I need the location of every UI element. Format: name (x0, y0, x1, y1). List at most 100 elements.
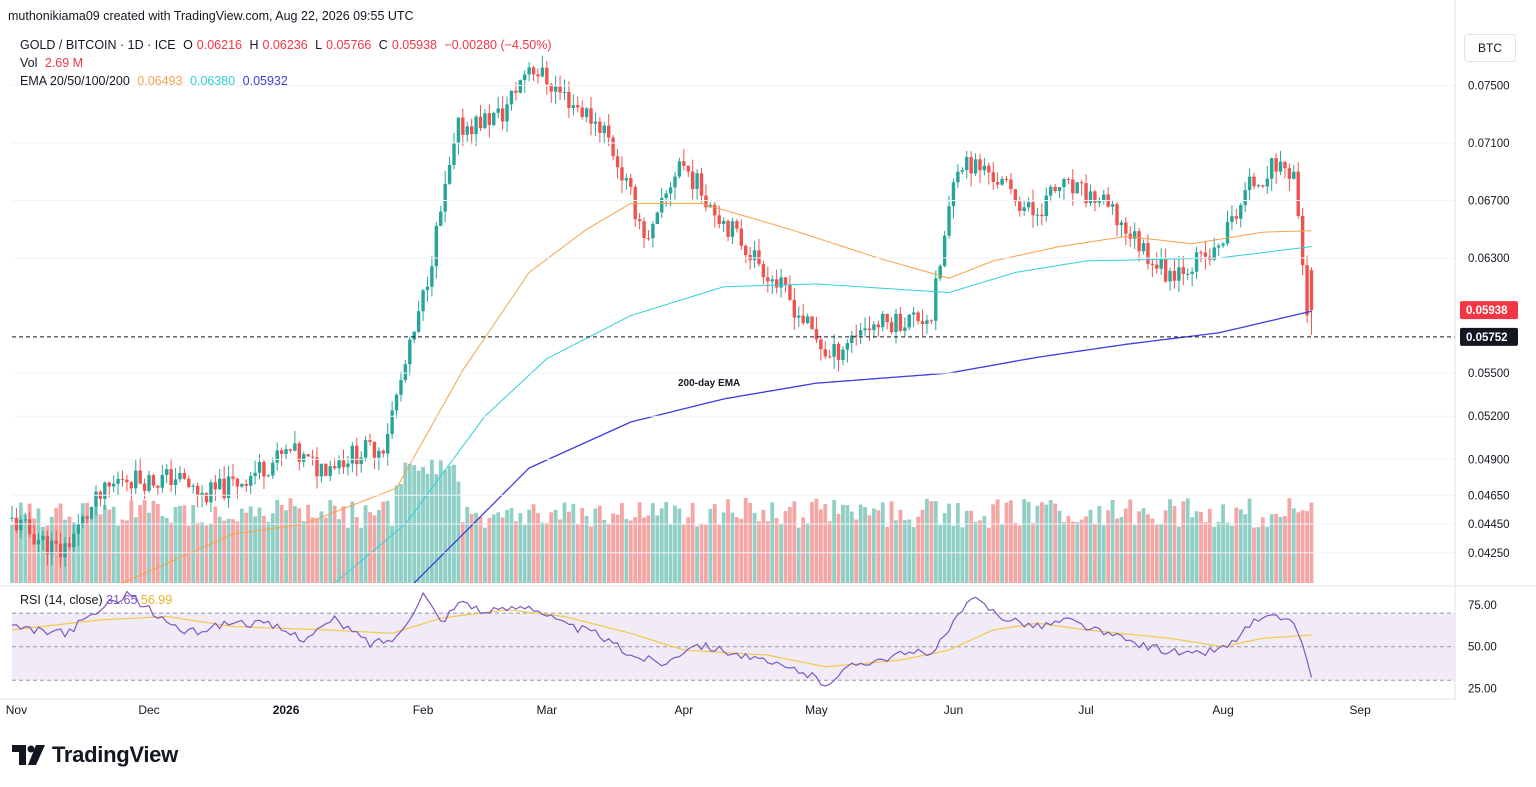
candle-body (828, 356, 832, 358)
candle-body (682, 161, 686, 166)
candle-body (94, 491, 98, 507)
x-tick-label: Sep (1349, 703, 1371, 717)
high-label: H (249, 38, 259, 52)
volume-bar (421, 466, 425, 583)
candle-body (337, 460, 341, 469)
ema-label[interactable]: EMA 20/50/100/200 (20, 74, 130, 88)
candle-body (63, 543, 67, 558)
volume-bar (226, 518, 231, 583)
candle-body (1066, 179, 1071, 181)
volume-bar (942, 513, 947, 583)
candle-body (81, 516, 85, 524)
candle-body (160, 474, 164, 488)
volume-bar (553, 509, 558, 583)
volume-bar (350, 501, 355, 583)
volume-bar (1168, 499, 1172, 583)
candle-body (1049, 186, 1053, 196)
symbol-name[interactable]: GOLD / BITCOIN · 1D · ICE (20, 38, 176, 52)
candle-body (1278, 161, 1283, 172)
candle-body (297, 443, 301, 462)
rsi-label[interactable]: RSI (14, close) (20, 593, 103, 607)
candle-body (1115, 204, 1119, 226)
volume-bar (18, 502, 23, 583)
candle-body (637, 219, 642, 222)
candle-body (549, 84, 553, 92)
volume-bar (509, 508, 514, 583)
candle-body (607, 125, 611, 138)
volume-bar (1283, 516, 1287, 583)
candle-body (947, 206, 951, 236)
volume-bar (23, 514, 28, 583)
candle-body (907, 314, 911, 328)
candle-body (178, 472, 182, 480)
candle-body (690, 171, 695, 190)
candle-body (730, 221, 735, 237)
ema-50-value: 0.06493 (137, 74, 183, 88)
candle-body (72, 533, 76, 548)
volume-bar (1132, 525, 1137, 583)
candle-body (576, 105, 580, 108)
volume-bar (1260, 517, 1265, 583)
change-value: −0.00280 (−4.50%) (444, 38, 552, 52)
volume-bar (1066, 516, 1071, 583)
candle-body (324, 463, 328, 476)
volume-bar (14, 518, 19, 583)
y-tick-label: 0.07100 (1468, 138, 1510, 150)
volume-bar (359, 527, 364, 583)
candle-body (1004, 178, 1009, 180)
candle-body (664, 193, 668, 198)
x-tick-label: Jun (944, 703, 963, 717)
volume-bar (593, 508, 598, 583)
volume-bar (315, 518, 319, 583)
candle-body (319, 463, 324, 477)
volume-bar (814, 498, 819, 583)
candle-body (54, 540, 58, 544)
volume-bar (1154, 524, 1159, 583)
candles (10, 55, 1314, 568)
volume-bar (567, 511, 571, 583)
volume-bar (248, 506, 253, 583)
currency-button[interactable]: BTC (1464, 34, 1516, 62)
volume-bar (880, 502, 885, 583)
x-tick-label: Jul (1078, 703, 1093, 717)
candle-body (823, 349, 827, 357)
volume-bar (549, 512, 554, 583)
volume-bar (478, 516, 483, 583)
volume-bar (597, 505, 602, 583)
candle-body (845, 343, 850, 350)
volume-bar (235, 521, 240, 583)
candle-body (165, 469, 169, 475)
volume-bar (708, 508, 713, 583)
candle-body (523, 74, 527, 81)
volume-bar (695, 526, 699, 583)
volume-bar (646, 515, 651, 583)
volume-bar (416, 470, 421, 583)
volume-bar (872, 508, 876, 583)
y-tick-label: 0.05500 (1468, 368, 1510, 380)
candle-body (1026, 202, 1031, 208)
candle-body (1287, 168, 1292, 179)
tradingview-logo[interactable]: TradingView (12, 742, 178, 768)
candle-body (1168, 270, 1172, 282)
volume-label[interactable]: Vol (20, 56, 38, 70)
candle-body (222, 478, 226, 499)
candle-body (1221, 243, 1225, 246)
candle-body (1075, 182, 1079, 194)
x-tick-label: Mar (536, 703, 557, 717)
rsi-tick-label: 50.00 (1468, 642, 1497, 654)
volume-bar (469, 514, 474, 583)
candle-body (1256, 185, 1261, 187)
candle-body (779, 277, 783, 288)
volume-bar (836, 513, 841, 583)
volume-bar (465, 506, 470, 583)
volume-bar (562, 502, 567, 583)
volume-bar (1163, 510, 1168, 583)
candle-body (390, 410, 394, 435)
ema-100-value: 0.06380 (189, 74, 236, 88)
volume-bar (160, 515, 165, 583)
y-tick-label: 0.04650 (1468, 490, 1510, 502)
volume-bar (301, 521, 306, 583)
candle-body (332, 466, 337, 469)
volume-bar (589, 526, 593, 583)
